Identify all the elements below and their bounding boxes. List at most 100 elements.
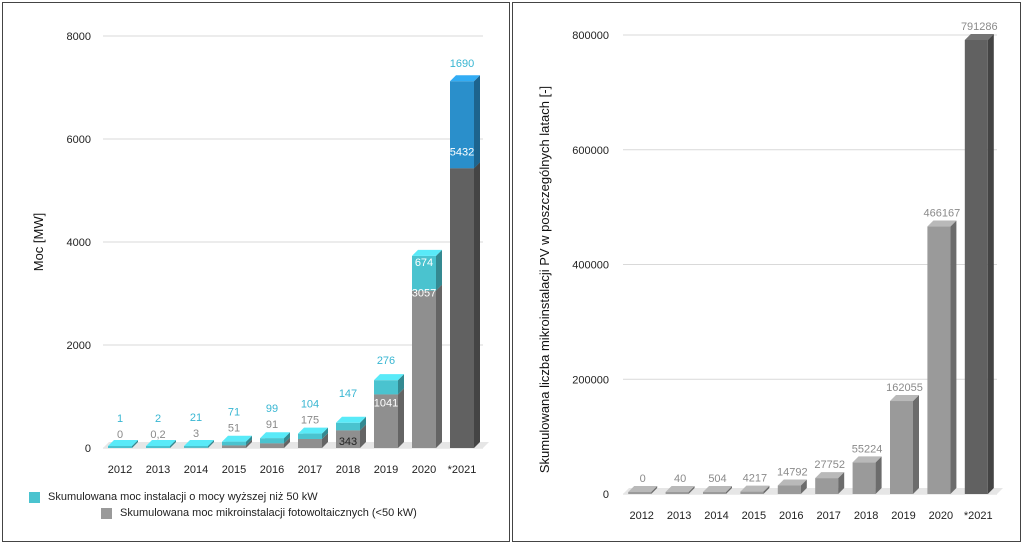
bar-large-2018 <box>336 416 366 431</box>
x-tick-2012: 2012 <box>629 510 653 522</box>
data-label-large-2020: 674 <box>415 257 433 269</box>
y-tick-400000: 400000 <box>572 260 609 272</box>
bar-large-*2021-top <box>450 75 480 82</box>
bar-large-2015-front <box>222 441 246 446</box>
bar-large-2012 <box>108 440 138 448</box>
bar-large-2013-top <box>146 440 176 446</box>
data-label-2020: 466167 <box>924 208 961 220</box>
legend-item-micro: Skumulowana moc mikroinstalacji fotowolt… <box>101 507 417 519</box>
bar-micro-2020 <box>412 284 442 448</box>
bar-large-2017-front <box>298 433 322 439</box>
bar-micro-*2021 <box>450 162 480 448</box>
bar-2016-top <box>777 479 807 486</box>
x-tick-2019: 2019 <box>374 464 398 476</box>
legend-label-large: Skumulowana moc instalacji o mocy wyższe… <box>48 491 318 503</box>
bar-large-2013-side <box>170 440 176 448</box>
bar-2017-top <box>815 472 845 479</box>
bar-2012 <box>628 486 658 494</box>
bar-large-2016-side <box>284 432 290 444</box>
bar-2012-front <box>628 492 652 494</box>
bar-micro-2016-front <box>260 443 284 448</box>
data-label-2012: 0 <box>640 473 646 485</box>
bar-2020-side <box>950 220 957 494</box>
data-label-2013: 40 <box>674 473 686 485</box>
bar-micro-2018-side <box>360 424 366 448</box>
x-tick-2020: 2020 <box>412 464 436 476</box>
bar-large-2019 <box>374 374 404 395</box>
legend-label-micro: Skumulowana moc mikroinstalacji fotowolt… <box>120 507 417 519</box>
data-label-micro-2020: 3057 <box>412 288 436 300</box>
data-label-micro-2012: 0 <box>117 429 123 441</box>
bar-large-2016-front <box>260 438 284 444</box>
data-label-micro-2014: 3 <box>193 428 199 440</box>
bar-2019 <box>890 395 919 494</box>
x-tick-2016: 2016 <box>779 510 803 522</box>
bar-large-2018-front <box>336 422 360 431</box>
bar-large-2019-top <box>374 374 404 381</box>
bar-large-2019-front <box>374 380 398 395</box>
data-label-2018: 55224 <box>852 443 883 455</box>
x-tick-2020: 2020 <box>929 510 953 522</box>
bar-2020 <box>927 220 957 494</box>
bar-2020-front <box>927 226 951 494</box>
legend-swatch-teal <box>29 491 40 503</box>
data-label-large-2019: 276 <box>377 355 395 367</box>
bar-large-2018-top <box>336 416 366 423</box>
bar-large-2015 <box>222 435 252 446</box>
bar-large-2020-side <box>436 249 442 291</box>
bar-2018-front <box>852 462 876 494</box>
data-label-micro-2018: 343 <box>339 436 357 448</box>
data-label-micro-2016: 91 <box>266 419 278 431</box>
data-label-large-*2021: 1690 <box>450 58 474 70</box>
bar-large-2020-top <box>412 249 442 256</box>
bar-2013-side <box>688 486 695 494</box>
data-label-micro-2015: 51 <box>228 423 240 435</box>
data-label-micro-2017: 175 <box>301 415 319 427</box>
bar-2015-top <box>740 485 770 492</box>
x-tick-*2021: *2021 <box>964 510 993 522</box>
data-label-micro-*2021: 5432 <box>450 146 474 158</box>
bar-large-2015-top <box>222 435 252 442</box>
bar-large-2012-side <box>132 440 138 448</box>
bar-2015-side <box>763 485 770 494</box>
data-label-large-2015: 71 <box>228 407 240 419</box>
bar-large-*2021 <box>450 75 480 169</box>
bar-micro-*2021-side <box>474 162 480 448</box>
x-tick-*2021: *2021 <box>448 464 477 476</box>
data-label-2016: 14792 <box>777 467 808 479</box>
y-tick-8000: 8000 <box>67 31 91 43</box>
bar-large-2017-side <box>322 427 328 439</box>
bar-large-2017 <box>298 427 328 439</box>
x-tick-2015: 2015 <box>222 464 246 476</box>
bar-micro-2020-front <box>412 290 436 448</box>
bar-large-2014-side <box>208 440 214 448</box>
bar-large-2017-top <box>298 427 328 434</box>
y-tick-800000: 800000 <box>572 30 609 42</box>
data-label-large-2018: 147 <box>339 388 357 400</box>
y-tick-600000: 600000 <box>572 145 609 157</box>
bar-2017-side <box>838 472 845 494</box>
bar-large-2014-front <box>184 446 208 448</box>
data-label-large-2012: 1 <box>117 413 123 425</box>
x-tick-2013: 2013 <box>667 510 691 522</box>
bar-large-2012-front <box>108 446 132 448</box>
bar-*2021-side <box>987 33 994 494</box>
data-label-large-2014: 21 <box>190 412 202 424</box>
bar-2016-side <box>800 479 807 494</box>
bar-micro-2020-side <box>436 284 442 448</box>
chart-panel-power: 0 2000 4000 6000 8000 Moc [MW] 2012 1 0 2013 2 0,2 2… <box>2 2 510 542</box>
x-tick-2015: 2015 <box>742 510 766 522</box>
bar-2016 <box>777 479 807 494</box>
data-label-large-2013: 2 <box>155 413 161 425</box>
power-chart: 0 2000 4000 6000 8000 Moc [MW] 2012 1 0 2013 2 0,2 2… <box>31 31 489 476</box>
bar-large-2014-top <box>184 440 214 446</box>
bar-large-2016 <box>260 432 290 444</box>
x-tick-2017: 2017 <box>816 510 840 522</box>
bar-2018-side <box>875 456 882 494</box>
bar-2014-front <box>703 492 726 494</box>
bar-2019-front <box>890 401 913 494</box>
x-tick-2018: 2018 <box>336 464 360 476</box>
x-tick-2014: 2014 <box>184 464 208 476</box>
x-tick-2012: 2012 <box>108 464 132 476</box>
y-tick-6000: 6000 <box>67 134 91 146</box>
